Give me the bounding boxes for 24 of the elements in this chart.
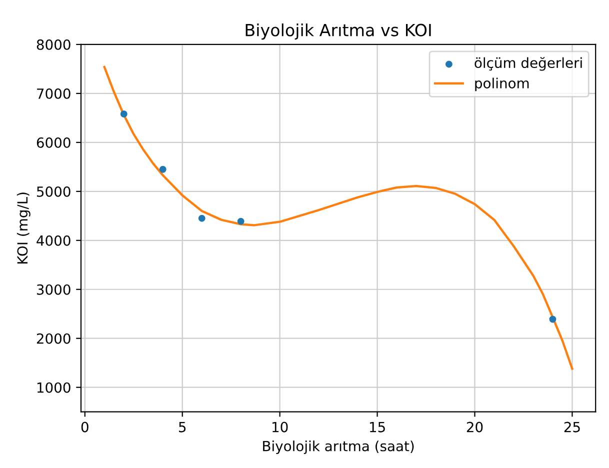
point [237, 218, 244, 225]
x-tick-label: 0 [81, 422, 88, 432]
x-tick-label: 20 [466, 422, 483, 432]
x-tick-label: 10 [272, 422, 288, 432]
x-tick-label: 25 [564, 422, 580, 432]
y-axis-title: KOI (mg/L) [16, 192, 30, 264]
y-tick-label: 1000 [37, 382, 70, 393]
point [159, 166, 166, 173]
x-tick-label: 15 [370, 422, 385, 432]
point [549, 316, 556, 323]
y-tick-label: 6000 [36, 137, 70, 148]
y-tick-label: 3000 [36, 284, 70, 295]
chart-title: Biyolojik Arıtma vs KOI [246, 23, 431, 40]
x-axis-title: Biyolojik arıtma (saat) [263, 440, 414, 454]
y-tick-label: 2000 [36, 333, 70, 344]
y-tick-label: 8000 [36, 39, 70, 50]
y-tick-label: 4000 [36, 235, 70, 246]
x-tick-label: 5 [179, 422, 186, 432]
point [120, 110, 128, 118]
point [198, 214, 206, 222]
legend-label: ölçüm değerleri [474, 56, 582, 71]
y-tick-label: 5000 [37, 186, 70, 197]
legend-label: polinom [475, 78, 529, 92]
y-tick-label: 7000 [37, 88, 70, 99]
